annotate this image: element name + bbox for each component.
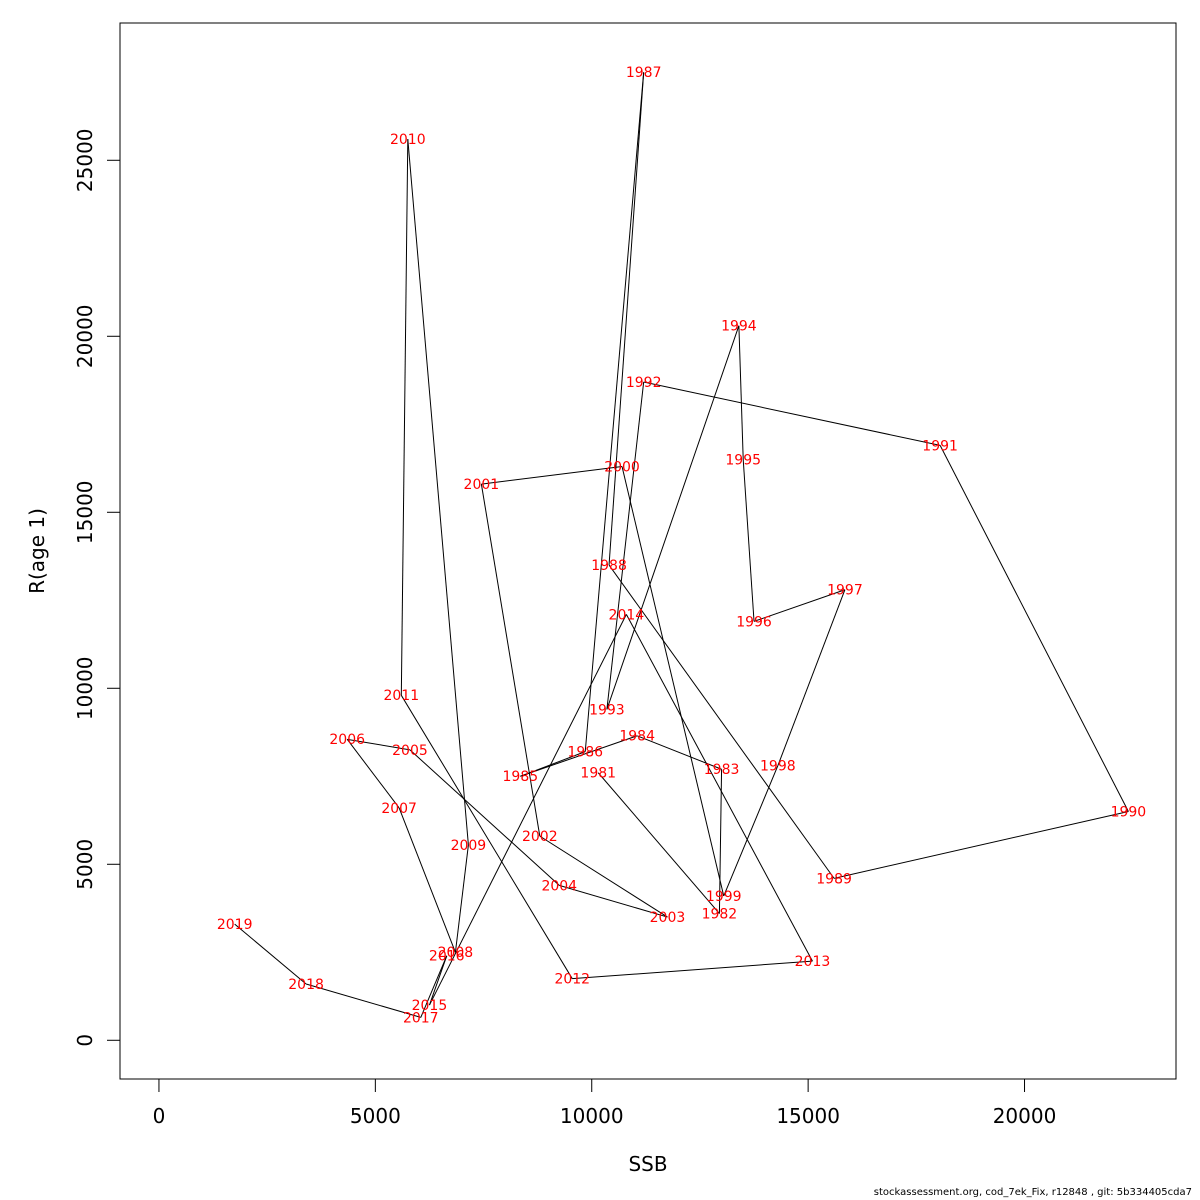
footer-credit: stockassessment.org, cod_7ek_Fix, r12848… [873,1187,1192,1198]
y-axis: 0 5000 10000 15000 20000 25000 [73,128,121,1047]
segment-1997-1998 [777,589,846,766]
segment-2013-2014 [625,614,813,962]
x-tick-label: 20000 [993,1104,1057,1128]
year-label-1986: 1986 [567,745,603,761]
segment-2002-2003 [539,835,668,918]
segment-2008-2009 [454,844,469,953]
segment-1995-1996 [742,459,755,622]
x-axis: 0 5000 10000 15000 20000 [153,1078,1057,1128]
year-label-2019: 2019 [217,917,253,933]
year-label-2009: 2009 [451,838,487,854]
segment-2011-2012 [400,695,573,979]
segment-1986-1987 [584,72,645,752]
y-tick-label: 10000 [73,656,97,720]
year-label-1997: 1997 [827,583,863,599]
segment-1982-1983 [718,769,723,914]
y-tick-label: 25000 [73,128,97,192]
year-label-2012: 2012 [554,972,590,988]
segment-2015-2016 [428,955,448,1006]
segment-2018-2019 [234,923,307,985]
year-label-2017: 2017 [403,1010,439,1026]
segment-1988-1989 [608,564,835,879]
year-label-2018: 2018 [288,977,324,993]
year-label-1984: 1984 [619,729,655,745]
year-label-2008: 2008 [438,945,474,961]
year-label-2013: 2013 [795,954,831,970]
year-label-2002: 2002 [522,829,558,845]
year-label-2004: 2004 [541,878,577,894]
segment-2016-2017 [420,955,448,1018]
segment-1983-1984 [636,735,722,770]
year-label-1982: 1982 [702,906,738,922]
year-label-2000: 2000 [604,459,640,475]
segment-2001-2002 [480,484,541,837]
segment-1998-1999 [723,765,779,897]
x-tick-label: 10000 [560,1104,624,1128]
segment-2000-2001 [481,466,623,485]
segment-1993-1994 [606,325,740,710]
year-label-2015: 2015 [412,998,448,1014]
year-label-1996: 1996 [736,614,772,630]
segment-1985-1986 [520,751,586,777]
year-label-2007: 2007 [381,801,417,817]
year-label-1983: 1983 [704,762,740,778]
segment-1992-1993 [606,381,645,710]
year-label-2003: 2003 [650,910,686,926]
y-tick-label: 20000 [73,304,97,368]
x-tick-label: 0 [153,1104,166,1128]
segment-2014-2015 [428,614,627,1006]
year-label-1989: 1989 [816,871,852,887]
year-label-1988: 1988 [591,558,627,574]
segment-1991-1992 [643,381,941,446]
year-label-2011: 2011 [383,688,419,704]
segment-2005-2006 [347,738,411,751]
year-label-1995: 1995 [725,452,761,468]
year-label-1994: 1994 [721,319,757,335]
y-tick-label: 15000 [73,480,97,544]
segment-1989-1990 [833,810,1129,879]
segment-2012-2013 [572,960,813,980]
year-label-2014: 2014 [609,607,645,623]
x-tick-label: 15000 [776,1104,840,1128]
segment-1999-2000 [621,466,725,897]
year-label-1991: 1991 [922,438,958,454]
segment-2009-2010 [407,139,469,845]
trajectory-lines [234,72,1129,1018]
year-label-2016: 2016 [429,949,465,965]
year-label-2005: 2005 [392,743,428,759]
segment-2006-2007 [346,739,400,809]
segment-1987-1988 [608,72,645,566]
year-label-1999: 1999 [706,889,742,905]
segment-2010-2011 [400,139,409,696]
segment-2003-2004 [559,884,668,918]
segment-1984-1985 [520,735,638,777]
year-label-1993: 1993 [589,702,625,718]
segment-1994-1995 [738,325,744,460]
year-label-2010: 2010 [390,132,426,148]
year-label-1985: 1985 [503,769,539,785]
year-label-2001: 2001 [464,477,500,493]
y-axis-title: R(age 1) [25,508,49,594]
year-label-2006: 2006 [329,732,365,748]
segment-2004-2005 [409,749,560,886]
segment-1981-1982 [597,772,720,914]
segment-2007-2008 [398,807,456,953]
year-label-1992: 1992 [626,375,662,391]
plot-frame [119,22,1177,1080]
year-labels: 1981 1982 1983 1984 1985 1986 1987 1988 1989 1990… [217,65,1146,1026]
y-tick-label: 5000 [73,839,97,890]
y-tick-label: 0 [73,1034,97,1047]
year-label-1998: 1998 [760,759,796,775]
x-axis-title: SSB [628,1152,667,1176]
year-label-1981: 1981 [580,766,616,782]
segment-2017-2018 [305,983,421,1018]
segment-1996-1997 [753,589,846,622]
year-label-1990: 1990 [1111,804,1147,820]
segment-1990-1991 [939,445,1129,812]
year-label-1987: 1987 [626,65,662,81]
x-tick-label: 5000 [350,1104,401,1128]
